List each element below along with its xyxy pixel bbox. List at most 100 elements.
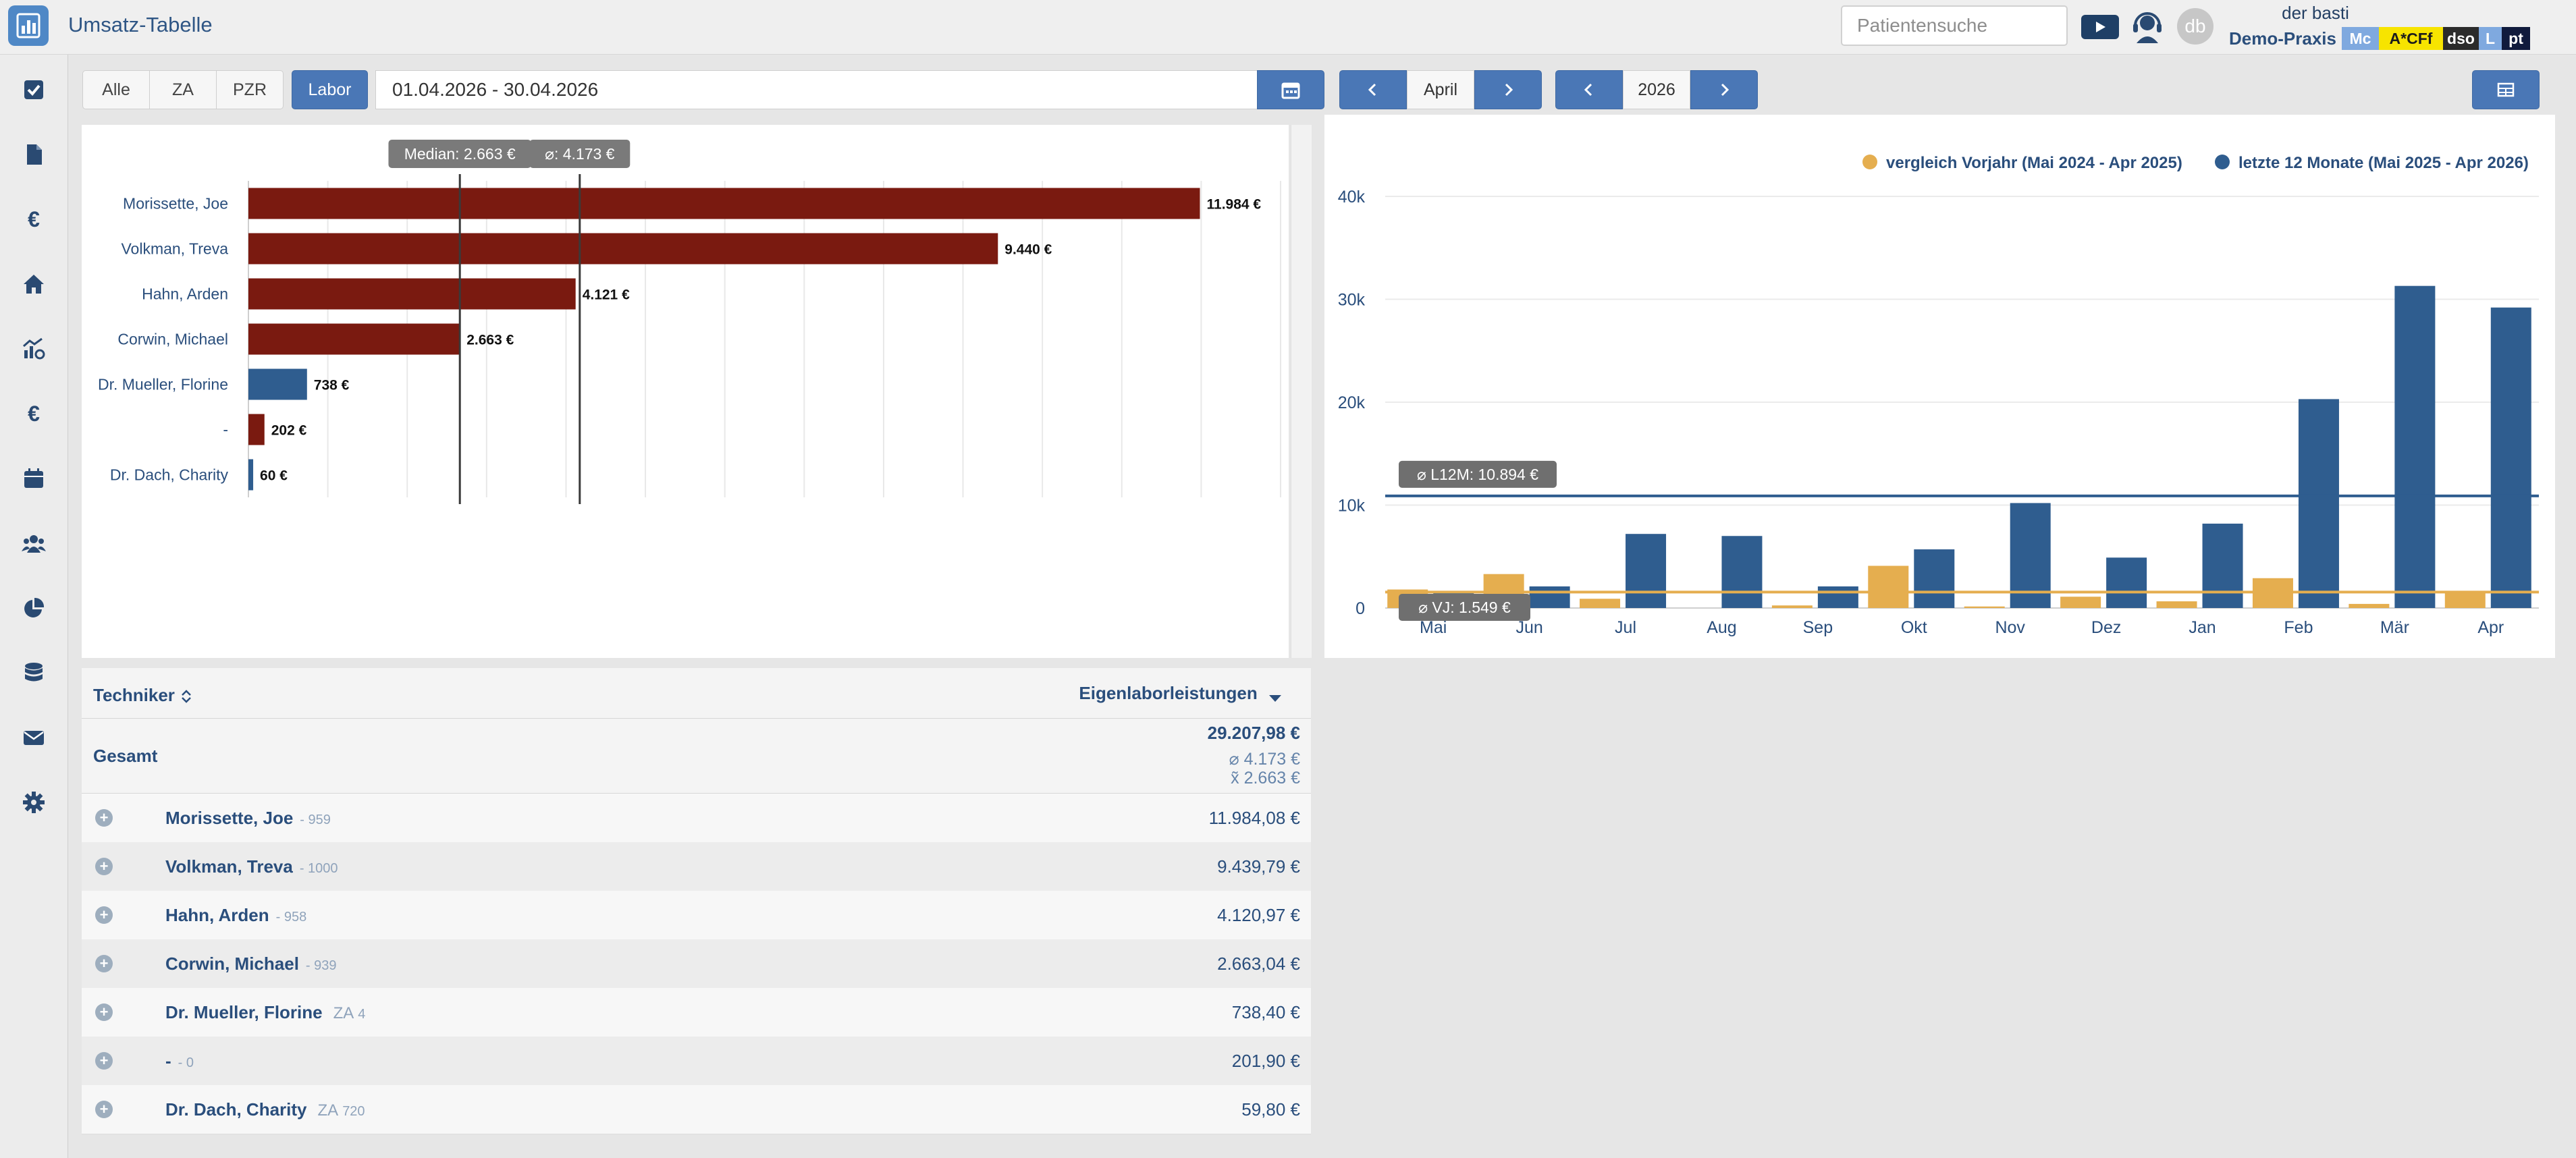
- chevron-right-icon: [1505, 83, 1513, 96]
- pie-chart-icon[interactable]: [19, 593, 49, 623]
- expand-row-icon[interactable]: +: [95, 1003, 113, 1021]
- practice-badge[interactable]: A*CFf: [2379, 27, 2443, 50]
- checkbox-icon[interactable]: [19, 75, 49, 105]
- table-row[interactable]: + Corwin, Michael - 939 2.663,04 €: [82, 939, 1311, 989]
- row-value: 59,80 €: [1241, 1099, 1300, 1120]
- settings-icon[interactable]: [19, 788, 49, 817]
- euro-icon[interactable]: €: [19, 204, 49, 234]
- practice-badge[interactable]: L: [2479, 27, 2502, 50]
- database-icon[interactable]: [19, 658, 49, 688]
- practice-badge[interactable]: pt: [2502, 27, 2530, 50]
- total-median: x̃ 2.663 €: [1231, 769, 1300, 788]
- filter-labor-button[interactable]: Labor: [292, 70, 368, 109]
- table-row[interactable]: + Dr. Mueller, Florine ZA 4 738,40 €: [82, 988, 1311, 1037]
- column-header-eigenlaborleistungen[interactable]: Eigenlaborleistungen: [1079, 683, 1283, 705]
- technician-name[interactable]: -- 0: [165, 1051, 194, 1072]
- technician-name[interactable]: Dr. Mueller, Florine ZA 4: [165, 1002, 365, 1023]
- expand-row-icon[interactable]: +: [95, 1052, 113, 1070]
- filter-pzr-button[interactable]: PZR: [216, 70, 284, 109]
- table-row[interactable]: + Hahn, Arden - 958 4.120,97 €: [82, 891, 1311, 940]
- document-icon[interactable]: [19, 140, 49, 169]
- technician-za-tag: ZA: [333, 1004, 354, 1022]
- x-tick-label: Apr: [2477, 618, 2504, 637]
- monthly-comparison-chart: 0 10k 20k 30k 40k Mai Jun Jul Aug Sep Okt Nov Dez Jan…: [1338, 154, 2539, 637]
- next-year-button[interactable]: [1690, 70, 1758, 109]
- bar: [248, 233, 998, 265]
- y-tick-label: Volkman, Treva: [121, 240, 228, 258]
- mail-icon[interactable]: [19, 723, 49, 752]
- patient-search-input[interactable]: [1841, 5, 2068, 46]
- bar-vorjahr: [1771, 605, 1813, 608]
- bar-vorjahr: [2060, 597, 2101, 608]
- y-tick-label: 30k: [1338, 291, 1366, 310]
- expand-row-icon[interactable]: +: [95, 858, 113, 875]
- table-row[interactable]: + Volkman, Treva - 1000 9.439,79 €: [82, 842, 1311, 891]
- support-headset-icon[interactable]: [2128, 5, 2166, 46]
- technician-name[interactable]: Hahn, Arden - 958: [165, 905, 306, 926]
- total-label: Gesamt: [93, 746, 158, 766]
- total-sum: 29.207,98 €: [1207, 723, 1300, 743]
- data-label: 738 €: [314, 378, 350, 393]
- column-header-label: Techniker: [93, 685, 175, 705]
- prev-year-button[interactable]: [1555, 70, 1623, 109]
- euro-icon[interactable]: €: [19, 399, 49, 429]
- column-header-label: Eigenlaborleistungen: [1079, 683, 1258, 703]
- technician-name[interactable]: Morissette, Joe - 959: [165, 808, 331, 829]
- users-icon[interactable]: [19, 528, 49, 558]
- table-icon: [2497, 82, 2515, 97]
- reference-tag: [1399, 594, 1530, 621]
- chart-scrollbar[interactable]: [1291, 125, 1312, 658]
- table-view-button[interactable]: [2472, 70, 2540, 109]
- chart-settings-icon[interactable]: [19, 334, 49, 364]
- technician-name[interactable]: Corwin, Michael - 939: [165, 954, 337, 974]
- user-name[interactable]: der basti: [2282, 3, 2349, 23]
- bar-l12m: [1529, 586, 1570, 608]
- technician-name-text: Hahn, Arden: [165, 905, 269, 925]
- top-bar: Umsatz-Tabelle db der basti Demo-Praxis …: [0, 0, 2576, 55]
- practice-name[interactable]: Demo-Praxis: [2229, 28, 2336, 49]
- expand-row-icon[interactable]: +: [95, 906, 113, 924]
- table-row[interactable]: + Morissette, Joe - 959 11.984,08 €: [82, 794, 1311, 843]
- table-row[interactable]: + Dr. Dach, Charity ZA 720 59,80 €: [82, 1085, 1311, 1134]
- bar-vorjahr: [2444, 591, 2486, 608]
- row-value: 11.984,08 €: [1208, 808, 1300, 828]
- bar: [248, 188, 1200, 219]
- expand-row-icon[interactable]: +: [95, 1101, 113, 1118]
- technician-name[interactable]: Dr. Dach, Charity ZA 720: [165, 1099, 365, 1120]
- reference-label: Median: 2.663 €: [404, 145, 516, 163]
- table-row[interactable]: + - - 0 201,90 €: [82, 1037, 1311, 1086]
- x-tick-label: Jul: [1615, 618, 1636, 637]
- expand-row-icon[interactable]: +: [95, 955, 113, 972]
- sort-icon[interactable]: [180, 688, 193, 705]
- bar-l12m: [1721, 536, 1763, 608]
- date-range-input[interactable]: 01.04.2026 - 30.04.2026: [375, 70, 1258, 109]
- x-tick-label: Jun: [1515, 618, 1542, 637]
- svg-text:€: €: [28, 207, 40, 231]
- avatar[interactable]: db: [2177, 8, 2213, 45]
- technician-name[interactable]: Volkman, Treva - 1000: [165, 856, 338, 877]
- bar-l12m: [1914, 549, 1955, 608]
- prev-month-button[interactable]: [1339, 70, 1407, 109]
- data-label: 60 €: [260, 468, 288, 484]
- expand-row-icon[interactable]: +: [95, 809, 113, 827]
- sort-desc-icon[interactable]: [1268, 691, 1283, 705]
- x-tick-label: Mär: [2380, 618, 2409, 637]
- technician-name-text: Morissette, Joe: [165, 808, 294, 828]
- practice-badge[interactable]: dso: [2443, 27, 2479, 50]
- calendar-button[interactable]: [1257, 70, 1324, 109]
- bar-l12m: [2202, 523, 2243, 608]
- next-month-button[interactable]: [1474, 70, 1542, 109]
- legend-label: letzte 12 Monate (Mai 2025 - Apr 2026): [2238, 154, 2529, 172]
- technician-id: 720: [342, 1104, 365, 1119]
- column-header-techniker[interactable]: Techniker: [93, 685, 193, 706]
- video-button[interactable]: [2081, 15, 2119, 39]
- filter-za-button[interactable]: ZA: [149, 70, 217, 109]
- table-header: Techniker Eigenlaborleistungen: [82, 668, 1311, 719]
- technician-bar-chart-panel: Morissette, Joe 11.984 € Volkman, Treva 9.4…: [82, 125, 1289, 658]
- technician-name-text: Dr. Dach, Charity: [165, 1099, 307, 1120]
- calendar-icon[interactable]: [19, 464, 49, 493]
- app-logo-icon[interactable]: [8, 5, 49, 46]
- home-icon[interactable]: [19, 269, 49, 299]
- practice-badge[interactable]: Mc: [2342, 27, 2379, 50]
- filter-alle-button[interactable]: Alle: [82, 70, 150, 109]
